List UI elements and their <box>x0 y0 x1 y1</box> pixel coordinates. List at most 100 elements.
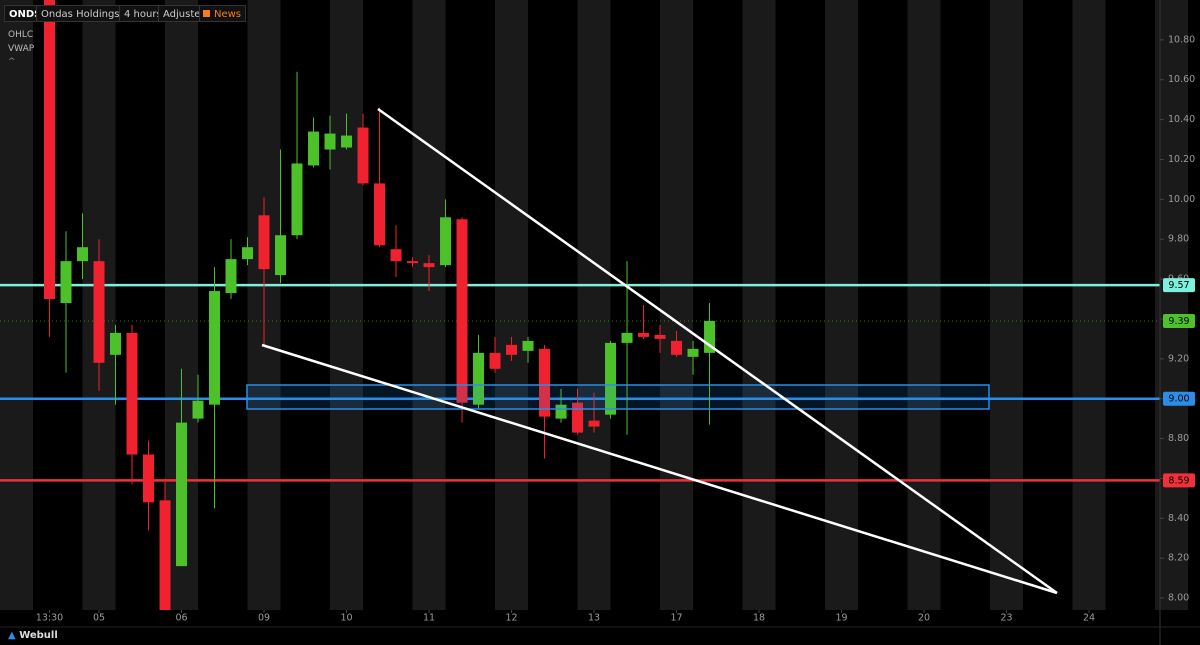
x-tick-label: 13:30 <box>36 613 63 624</box>
y-tick-label: 10.00 <box>1168 194 1195 205</box>
price-tag-label: 8.59 <box>1168 475 1189 486</box>
candle-body <box>242 247 254 260</box>
session-band <box>742 0 776 610</box>
drawings <box>246 107 1058 595</box>
candle-body <box>605 342 617 415</box>
candle-body <box>44 0 56 300</box>
x-tick-label: 11 <box>423 613 435 624</box>
candle-body <box>192 400 204 419</box>
x-tick-label: 13 <box>588 613 600 624</box>
x-tick-label: 06 <box>175 613 187 624</box>
price-tag <box>1163 391 1195 406</box>
brand: ▲ Webull <box>8 630 58 641</box>
candle-body <box>93 261 105 363</box>
candle-body <box>456 219 468 403</box>
price-tag <box>1163 278 1195 293</box>
candle-body <box>473 352 485 405</box>
candle-body <box>588 420 600 427</box>
indicator[interactable]: OHLC <box>8 30 34 40</box>
candle-body <box>357 127 369 184</box>
candle-body <box>374 183 386 246</box>
y-tick-label: 10.80 <box>1168 34 1195 45</box>
x-tick-label: 09 <box>258 613 270 624</box>
candle-body <box>440 217 452 266</box>
price-tag <box>1163 313 1195 328</box>
candle-body <box>176 422 188 567</box>
y-tick-label: 10.20 <box>1168 154 1195 165</box>
session-band <box>1072 0 1106 610</box>
candle-body <box>275 235 287 276</box>
x-tick-label: 17 <box>670 613 682 624</box>
session-band <box>577 0 611 610</box>
candle-body <box>60 261 72 304</box>
candle-body <box>489 352 501 369</box>
x-tick-label: 05 <box>93 613 105 624</box>
candle-body <box>638 332 650 337</box>
x-tick-label: 23 <box>1000 613 1012 624</box>
candle-body <box>143 454 155 503</box>
price-tag-label: 9.39 <box>1168 316 1189 327</box>
news-label: News <box>214 9 242 20</box>
news-icon <box>203 10 210 17</box>
collapse[interactable]: ^ <box>8 57 16 67</box>
trend-line <box>261 343 1058 595</box>
candle-body <box>341 135 353 148</box>
candle-body <box>110 332 122 355</box>
session-band <box>330 0 363 610</box>
indicator[interactable]: VWAP <box>8 44 35 54</box>
candle-body <box>225 259 237 294</box>
y-tick-label: 9.80 <box>1168 234 1189 245</box>
price-tag-label: 9.00 <box>1168 394 1189 405</box>
y-tick-label: 9.20 <box>1168 353 1189 364</box>
candle-body <box>407 261 419 264</box>
session-bands <box>0 0 1188 610</box>
candle-body <box>258 215 270 270</box>
candle-body <box>390 249 402 262</box>
session-band <box>412 0 446 610</box>
candle-body <box>522 340 534 351</box>
y-tick-label: 8.40 <box>1168 513 1189 524</box>
y-tick-label: 10.40 <box>1168 114 1195 125</box>
session-band <box>990 0 1023 610</box>
candle-body <box>654 334 666 339</box>
session-band <box>907 0 941 610</box>
price-tag-label: 9.57 <box>1168 280 1189 291</box>
candle-body <box>308 131 320 166</box>
candle-body <box>291 163 303 236</box>
candle-body <box>621 332 633 343</box>
session-band <box>825 0 858 610</box>
brand-name: Webull <box>19 630 58 641</box>
candle-body <box>324 133 336 150</box>
news[interactable]: News <box>199 5 247 22</box>
y-tick-label: 10.60 <box>1168 74 1195 85</box>
candle-body <box>209 291 221 405</box>
candle-body <box>506 344 518 355</box>
x-tick-label: 24 <box>1083 613 1095 624</box>
candle-body <box>687 348 699 357</box>
candle-body <box>671 340 683 355</box>
y-tick-label: 8.20 <box>1168 553 1189 564</box>
session-band <box>660 0 693 610</box>
candle-body <box>572 402 584 433</box>
x-tick-label: 10 <box>340 613 352 624</box>
candle-body <box>704 320 716 353</box>
price-tag <box>1163 473 1195 488</box>
y-tick-label: 8.80 <box>1168 433 1189 444</box>
candle-body <box>423 263 435 268</box>
session-band <box>495 0 528 610</box>
x-tick-label: 12 <box>505 613 517 624</box>
candle-body <box>555 404 567 419</box>
candle-body <box>159 500 171 610</box>
candle-body <box>77 247 89 262</box>
trend-line <box>377 107 1058 595</box>
x-tick-label: 18 <box>753 613 765 624</box>
y-tick-label: 8.00 <box>1168 593 1189 604</box>
x-tick-label: 19 <box>835 613 847 624</box>
x-tick-label: 20 <box>918 613 930 624</box>
candle-body <box>126 332 138 455</box>
zone-box <box>246 384 990 410</box>
candle-body <box>539 348 551 417</box>
session-band <box>0 0 33 610</box>
